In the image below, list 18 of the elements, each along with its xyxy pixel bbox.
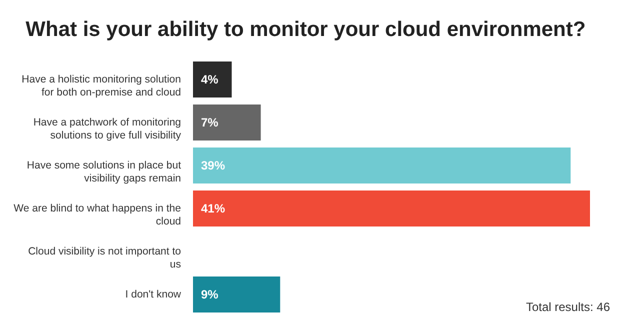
data-label: 4% [201, 72, 219, 86]
y-tick-label: We are blind to what happens in the cloud [14, 202, 182, 228]
y-tick-label: Have some solutions in place but visibility gaps remain [26, 160, 182, 184]
data-label: 9% [201, 288, 219, 302]
bar [193, 61, 232, 98]
data-label: 7% [201, 116, 219, 130]
y-tick-label: Have a patchwork of monitoring solutions to give full visibility [33, 116, 182, 142]
bar [193, 190, 590, 227]
chart-title: What is your ability to monitor your cloud environment? [26, 18, 586, 41]
data-label: 41% [201, 202, 226, 216]
bar [193, 147, 571, 184]
y-tick-label: I don't know [125, 288, 182, 300]
y-tick-label: Have a holistic monitoring solution for both on-premise and cloud [22, 74, 182, 98]
y-tick-label: Cloud visibility is not important to us [28, 246, 182, 270]
annotation: Total results: 46 [526, 300, 610, 314]
data-label: 39% [201, 158, 226, 172]
bar [193, 104, 261, 141]
bar [193, 276, 280, 313]
